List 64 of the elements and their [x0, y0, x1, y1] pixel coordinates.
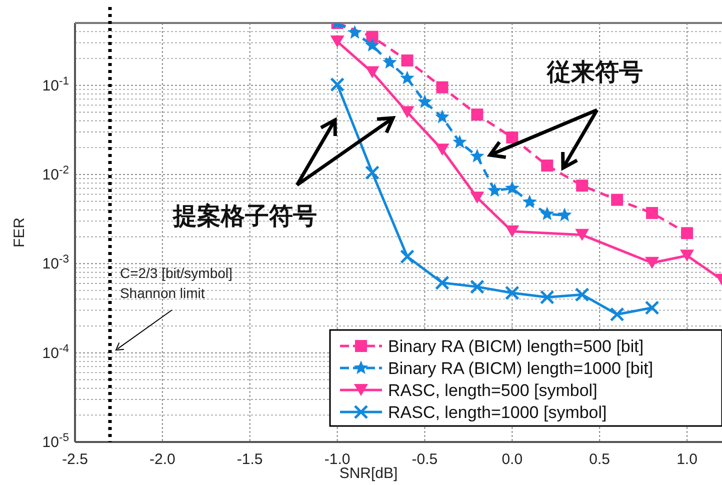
point	[401, 54, 414, 66]
y-tick-label: 10$^{-2}$	[42, 164, 69, 184]
point	[575, 228, 590, 241]
legend-label: Binary RA (BICM) length=500 [bit]	[388, 337, 644, 356]
point	[505, 225, 520, 238]
point	[540, 290, 554, 305]
y-tick-label: 10$^{-4}$	[42, 342, 69, 362]
legend-label: RASC, length=1000 [symbol]	[388, 403, 607, 422]
point	[330, 36, 344, 48]
point	[435, 110, 450, 124]
point	[418, 94, 432, 108]
point	[330, 77, 345, 92]
point	[348, 25, 362, 39]
point	[646, 206, 658, 219]
point	[471, 108, 484, 121]
x-tick-label: 0.5	[589, 451, 610, 468]
point	[610, 307, 624, 322]
point	[558, 208, 572, 222]
y-tick-label: 10$^{-3}$	[42, 254, 69, 273]
x-tick-label: 0.0	[502, 451, 523, 468]
point	[681, 227, 694, 240]
x-tick-label: -1.5	[236, 451, 263, 468]
x-tick-label: -2.0	[150, 451, 176, 468]
point	[645, 256, 660, 269]
point	[470, 280, 484, 294]
point	[470, 192, 484, 204]
y-tick-label: 10$^{-1}$	[42, 75, 69, 94]
point	[488, 183, 502, 197]
point	[644, 300, 660, 316]
x-tick-label: -0.5	[412, 451, 438, 468]
annotation: 提案格子符号	[172, 202, 317, 230]
point	[365, 38, 380, 52]
y-tick-label: 10$^{-5}$	[42, 432, 69, 451]
point	[365, 165, 380, 180]
point	[541, 160, 554, 172]
x-axis-title: SNR[dB]	[339, 465, 398, 482]
point	[576, 180, 588, 192]
point	[435, 144, 450, 156]
point	[470, 148, 484, 162]
point	[574, 287, 590, 302]
point	[400, 249, 414, 264]
point	[400, 70, 414, 84]
point	[505, 180, 520, 194]
point	[522, 194, 537, 208]
x-tick-label: 1.0	[676, 451, 698, 468]
point	[611, 194, 624, 206]
point	[504, 286, 520, 300]
point	[452, 134, 467, 148]
point	[540, 206, 554, 220]
point	[365, 66, 380, 78]
annotation: 従来符号	[546, 59, 643, 86]
point	[400, 106, 414, 118]
point	[506, 131, 518, 144]
point	[434, 276, 450, 290]
annotation: C=2/3 [bit/symbol]	[120, 265, 232, 281]
annotation: Shannon limit	[120, 285, 205, 301]
x-tick-label: -1.0	[324, 451, 350, 468]
legend-label: RASC, length=500 [symbol]	[388, 381, 598, 400]
legend-label: Binary RA (BICM) length=1000 [bit]	[388, 359, 654, 378]
point	[382, 55, 397, 69]
y-axis-title: FER	[11, 217, 28, 248]
point	[680, 250, 694, 262]
x-tick-label: -2.5	[62, 451, 88, 468]
point	[436, 81, 448, 94]
